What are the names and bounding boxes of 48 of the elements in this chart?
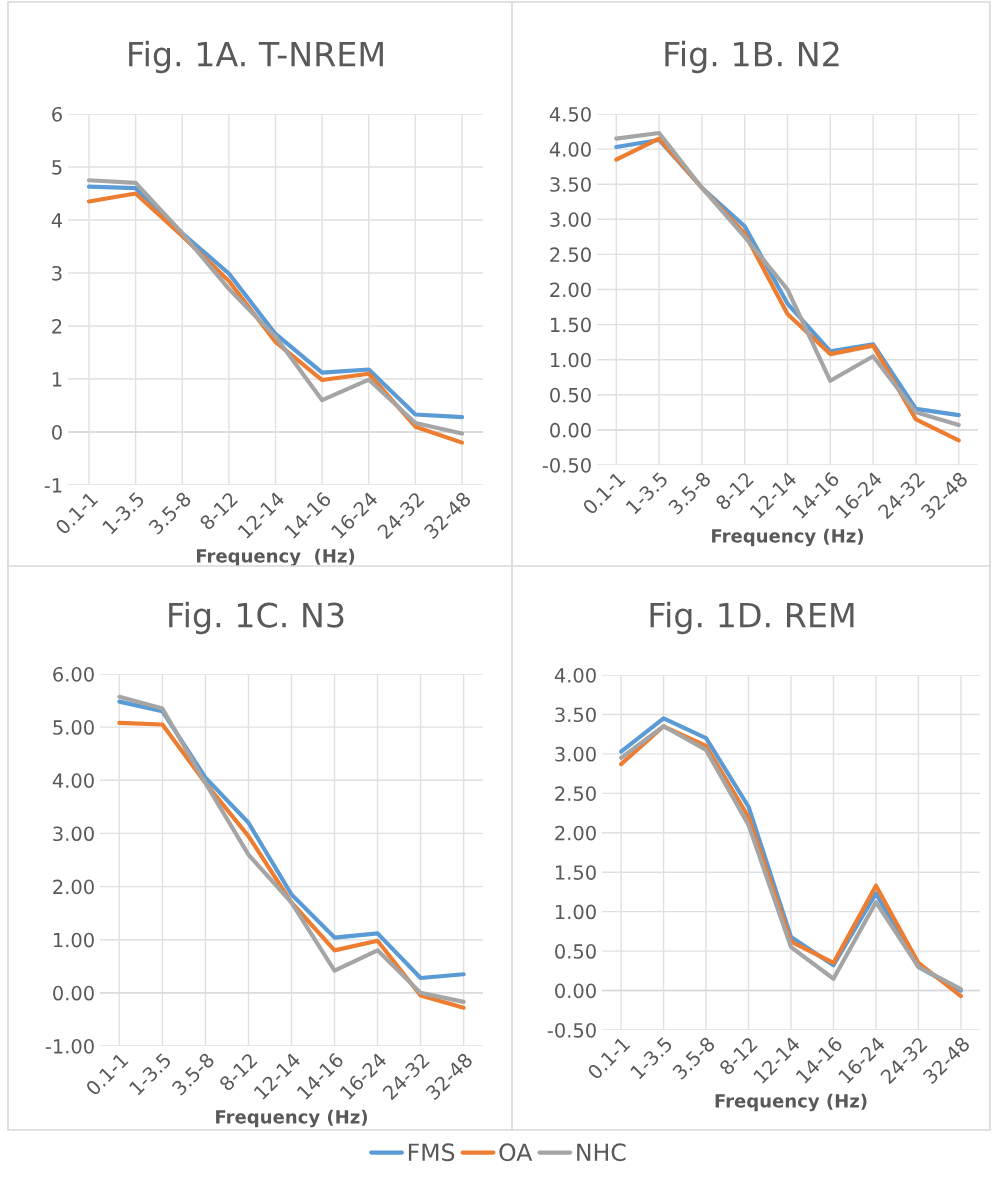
y-tick-label: 0.00 [555,983,596,999]
y-tick-label: 1.50 [550,317,591,333]
y-tick-label: 4.00 [549,142,591,157]
y-tick-label: -1.00 [45,1038,94,1054]
legend-label: FMS [408,1143,455,1162]
y-tick-label: 5.00 [53,720,94,735]
y-tick-label: 1.00 [53,932,94,948]
chart-title: Fig. 1B. N2 [665,40,839,74]
legend-label: OA [499,1143,533,1162]
y-tick-label: 3.50 [555,707,596,723]
y-tick-label: 1.00 [555,904,596,920]
y-tick-label: 2 [52,318,62,334]
y-tick-label: 2.50 [555,786,596,801]
y-tick-label: 2.00 [555,825,596,841]
y-tick-label: 3.00 [550,212,591,227]
y-tick-label: 1.50 [555,865,596,880]
x-axis-title: Frequency (Hz) [216,1109,367,1128]
y-tick-label: 1.00 [550,352,591,368]
y-tick-label: 4.00 [52,773,94,788]
x-axis-title: Frequency (Hz) [715,1093,867,1112]
y-tick-label: 4.50 [549,106,591,122]
x-axis-title: Frequency (Hz) [196,548,355,567]
y-tick-label: 0.50 [555,944,596,959]
y-tick-label: 4.00 [554,667,596,683]
legend-label: NHC [577,1143,626,1162]
chart-title: Fig. 1C. N3 [169,601,344,635]
y-tick-label: 3.50 [550,177,591,192]
y-tick-label: 0 [52,424,62,440]
y-tick-label: 5 [52,160,62,175]
y-tick-label: 3.00 [53,826,94,842]
y-tick-label: 2.50 [550,247,591,263]
y-tick-label: 2.00 [53,879,94,895]
y-tick-label: 0.00 [550,422,591,438]
x-axis-title: Frequency (Hz) [712,528,863,547]
y-tick-label: 4 [51,213,63,228]
y-tick-label: 1 [52,372,62,387]
y-tick-label: -1 [44,478,62,493]
y-tick-label: 6 [52,106,62,122]
chart-title: Fig. 1D. REM [650,601,854,635]
chart-title: Fig. 1A. T-NREM [129,40,383,74]
y-tick-label: 0.00 [53,985,94,1001]
y-tick-label: 0.50 [550,387,591,403]
y-tick-label: -0.50 [547,1022,596,1038]
y-tick-label: -0.50 [542,457,591,473]
y-tick-label: 6.00 [53,666,94,682]
y-tick-label: 3.00 [555,746,596,762]
y-tick-label: 2.00 [550,282,591,298]
y-tick-label: 3 [52,265,62,281]
